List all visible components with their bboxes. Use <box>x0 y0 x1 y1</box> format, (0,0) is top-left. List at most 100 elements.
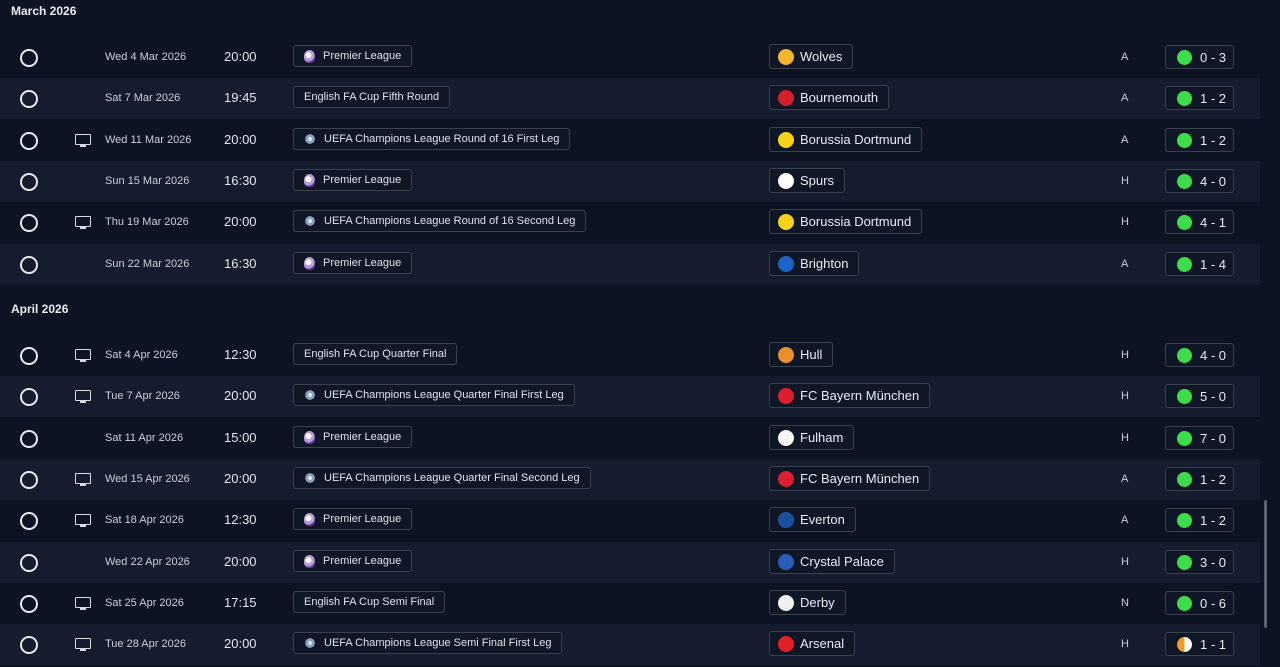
opponent-badge[interactable]: FC Bayern München <box>769 383 931 408</box>
opponent-badge[interactable]: Hull <box>769 342 834 367</box>
select-circle[interactable] <box>20 554 38 572</box>
champions-league-icon <box>304 133 316 145</box>
opponent-name: Borussia Dortmund <box>800 132 912 147</box>
kickoff-time: 16:30 <box>224 256 257 271</box>
select-circle[interactable] <box>20 214 38 232</box>
fixture-row[interactable]: Tue 7 Apr 2026 20:00 UEFA Champions League… <box>0 376 1260 417</box>
competition-badge[interactable]: UEFA Champions League Round of 16 Second… <box>293 210 587 232</box>
competition-badge[interactable]: UEFA Champions League Quarter Final Seco… <box>293 467 591 489</box>
venue-indicator: H <box>1121 432 1129 444</box>
select-circle[interactable] <box>20 90 38 108</box>
select-circle[interactable] <box>20 430 38 448</box>
opponent-badge[interactable]: Derby <box>769 590 846 615</box>
fixture-row[interactable]: Wed 22 Apr 2026 20:00 Premier League Crysta… <box>0 542 1260 583</box>
result-badge[interactable]: 1 - 4 <box>1165 252 1234 276</box>
competition-name: English FA Cup Quarter Final <box>304 348 447 360</box>
select-circle[interactable] <box>20 595 38 613</box>
competition-badge[interactable]: Premier League <box>293 45 413 67</box>
win-indicator-icon <box>1177 256 1192 272</box>
result-badge[interactable]: 1 - 2 <box>1165 467 1234 491</box>
fixture-row[interactable]: Sat 7 Mar 2026 19:45 English FA Cup Fifth … <box>0 78 1260 119</box>
opponent-name: Wolves <box>800 49 843 64</box>
fixture-row[interactable]: Wed 4 Mar 2026 20:00 Premier League Wolves A… <box>0 37 1260 78</box>
opponent-badge[interactable]: Fulham <box>769 425 855 450</box>
fixture-row[interactable]: Sun 15 Mar 2026 16:30 Premier League Spurs H… <box>0 161 1260 202</box>
opponent-badge[interactable]: Spurs <box>769 168 845 193</box>
fixture-row[interactable]: Sat 4 Apr 2026 12:30 English FA Cup Quarte… <box>0 335 1260 376</box>
fixture-row[interactable]: Tue 28 Apr 2026 20:00 UEFA Champions Leagu… <box>0 624 1260 665</box>
fixture-row[interactable]: Sat 18 Apr 2026 12:30 Premier League Everto… <box>0 500 1260 541</box>
fixture-row[interactable]: Thu 19 Mar 2026 20:00 UEFA Champions Leagu… <box>0 202 1260 243</box>
select-circle[interactable] <box>20 512 38 530</box>
team-crest-icon <box>778 172 794 189</box>
opponent-badge[interactable]: Wolves <box>769 44 854 69</box>
competition-badge[interactable]: UEFA Champions League Semi Final First L… <box>293 632 563 654</box>
fixture-row[interactable]: Sat 25 Apr 2026 17:15 English FA Cup Semi … <box>0 583 1260 624</box>
result-badge[interactable]: 0 - 6 <box>1165 591 1234 615</box>
select-circle[interactable] <box>20 347 38 365</box>
venue-indicator: H <box>1121 216 1129 228</box>
competition-badge[interactable]: Premier League <box>293 550 413 572</box>
win-indicator-icon <box>1177 595 1192 611</box>
opponent-name: Everton <box>800 512 845 527</box>
competition-badge[interactable]: Premier League <box>293 169 413 191</box>
competition-badge[interactable]: English FA Cup Semi Final <box>293 591 446 613</box>
tv-broadcast-icon <box>75 473 91 486</box>
venue-indicator: A <box>1121 258 1129 270</box>
result-badge[interactable]: 1 - 2 <box>1165 508 1234 532</box>
competition-badge[interactable]: Premier League <box>293 426 413 448</box>
result-badge[interactable]: 7 - 0 <box>1165 426 1234 450</box>
fixture-date: Wed 11 Mar 2026 <box>105 134 192 146</box>
result-badge[interactable]: 4 - 1 <box>1165 210 1234 234</box>
win-indicator-icon <box>1177 471 1192 487</box>
opponent-badge[interactable]: Arsenal <box>769 631 856 656</box>
competition-badge[interactable]: English FA Cup Quarter Final <box>293 343 458 365</box>
select-circle[interactable] <box>20 256 38 274</box>
competition-badge[interactable]: UEFA Champions League Quarter Final Firs… <box>293 384 575 406</box>
select-circle[interactable] <box>20 636 38 654</box>
select-circle[interactable] <box>20 471 38 489</box>
tv-broadcast-icon <box>75 638 91 651</box>
fixture-row[interactable]: Wed 15 Apr 2026 20:00 UEFA Champions Leagu… <box>0 459 1260 500</box>
fixture-row[interactable]: Wed 11 Mar 2026 20:00 UEFA Champions Leagu… <box>0 120 1260 161</box>
result-badge[interactable]: 3 - 0 <box>1165 550 1234 574</box>
result-badge[interactable]: 4 - 0 <box>1165 343 1234 367</box>
venue-indicator: H <box>1121 638 1129 650</box>
result-badge[interactable]: 1 - 1 <box>1165 632 1234 656</box>
select-circle[interactable] <box>20 173 38 191</box>
scrollbar[interactable] <box>1264 500 1267 628</box>
result-badge[interactable]: 1 - 2 <box>1165 128 1234 152</box>
opponent-badge[interactable]: Bournemouth <box>769 85 890 110</box>
result-badge[interactable]: 5 - 0 <box>1165 384 1234 408</box>
competition-badge[interactable]: Premier League <box>293 508 413 530</box>
select-circle[interactable] <box>20 132 38 150</box>
opponent-badge[interactable]: Brighton <box>769 251 860 276</box>
opponent-name: Bournemouth <box>800 90 879 105</box>
fixture-row[interactable]: Sun 22 Mar 2026 16:30 Premier League Bright… <box>0 244 1260 285</box>
select-circle[interactable] <box>20 388 38 406</box>
result-badge[interactable]: 4 - 0 <box>1165 169 1234 193</box>
opponent-badge[interactable]: Crystal Palace <box>769 549 895 574</box>
team-crest-icon <box>778 429 794 446</box>
opponent-badge[interactable]: Borussia Dortmund <box>769 209 923 234</box>
opponent-name: Crystal Palace <box>800 554 884 569</box>
fixture-row[interactable]: Sat 11 Apr 2026 15:00 Premier League Fulham… <box>0 418 1260 459</box>
win-indicator-icon <box>1177 90 1192 106</box>
competition-badge[interactable]: English FA Cup Fifth Round <box>293 86 451 108</box>
kickoff-time: 20:00 <box>224 388 257 403</box>
competition-name: UEFA Champions League Quarter Final Seco… <box>324 472 580 484</box>
tv-broadcast-icon <box>75 216 91 229</box>
opponent-badge[interactable]: Borussia Dortmund <box>769 127 923 152</box>
tv-broadcast-icon <box>75 514 91 527</box>
competition-name: UEFA Champions League Round of 16 Second… <box>324 215 576 227</box>
opponent-badge[interactable]: Everton <box>769 507 856 532</box>
select-circle[interactable] <box>20 49 38 67</box>
team-crest-icon <box>778 89 794 106</box>
opponent-name: Arsenal <box>800 636 845 651</box>
competition-badge[interactable]: Premier League <box>293 252 413 274</box>
opponent-badge[interactable]: FC Bayern München <box>769 466 931 491</box>
competition-badge[interactable]: UEFA Champions League Round of 16 First … <box>293 128 571 150</box>
result-badge[interactable]: 0 - 3 <box>1165 45 1234 69</box>
result-badge[interactable]: 1 - 2 <box>1165 86 1234 110</box>
score: 1 - 2 <box>1200 90 1227 106</box>
